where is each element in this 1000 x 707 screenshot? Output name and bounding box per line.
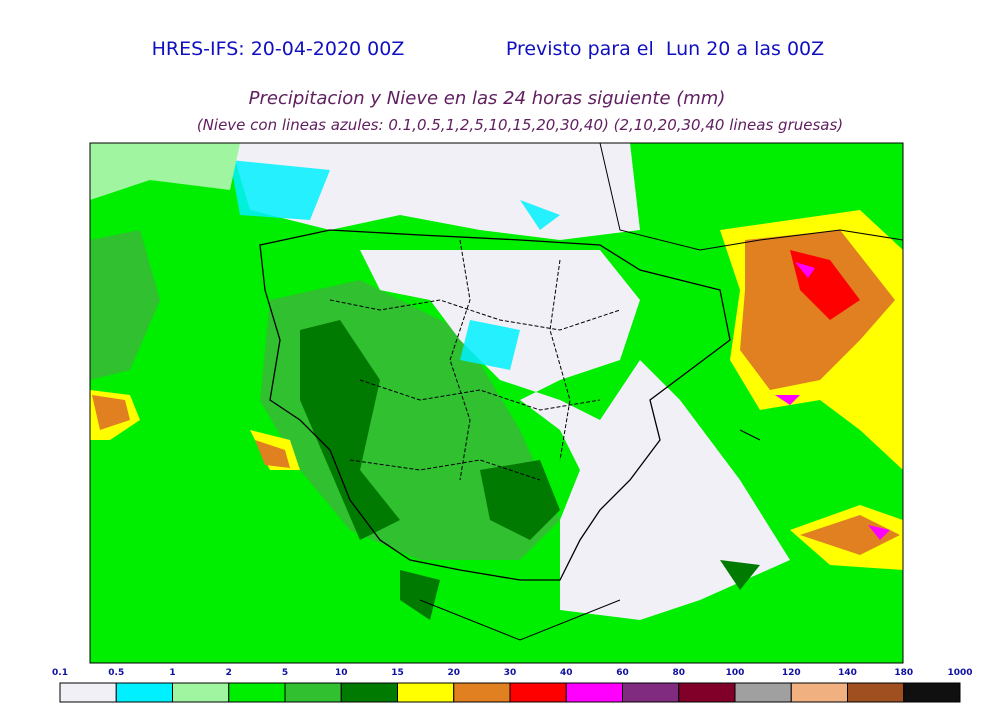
legend-swatch	[565, 682, 623, 703]
legend-tick-label: 10	[335, 668, 348, 678]
legend-tick-label: 80	[672, 668, 685, 678]
legend-swatch	[903, 682, 961, 703]
legend-swatch	[59, 682, 117, 703]
model-run: HRES-IFS: 20-04-2020 00Z	[152, 38, 405, 60]
legend-tick-label: 20	[447, 668, 460, 678]
subtitle: (Nieve con lineas azules: 0.1,0.5,1,2,5,…	[197, 116, 843, 134]
valid-for: Previsto para el Lun 20 a las 00Z	[506, 38, 824, 60]
map	[89, 142, 904, 664]
legend-tick-label: 60	[616, 668, 629, 678]
legend-tick-label: 5	[282, 668, 288, 678]
legend-tick-label: 100	[726, 668, 745, 678]
legend-swatch	[284, 682, 342, 703]
legend-swatch	[115, 682, 173, 703]
legend-swatch	[172, 682, 230, 703]
title: Precipitacion y Nieve en las 24 horas si…	[249, 88, 726, 109]
legend-tick-label: 15	[391, 668, 404, 678]
legend-tick-label: 1000	[947, 668, 972, 678]
legend-swatch	[228, 682, 286, 703]
legend-tick-label: 180	[894, 668, 913, 678]
legend-tick-label: 120	[782, 668, 801, 678]
legend-swatch	[340, 682, 398, 703]
legend-swatch	[734, 682, 792, 703]
legend-swatch	[790, 682, 848, 703]
legend-swatch	[509, 682, 567, 703]
legend-swatch	[622, 682, 680, 703]
legend-tick-label: 0.5	[108, 668, 124, 678]
legend-tick-label: 0.1	[52, 668, 68, 678]
legend-tick-label: 1	[169, 668, 175, 678]
legend-tick-label: 40	[560, 668, 573, 678]
legend-tick-label: 140	[838, 668, 857, 678]
legend-swatch	[847, 682, 905, 703]
legend: 0.1 0.5 1 2 5 10 15 20 30 40 60 80 100 120 140 180 1000	[52, 668, 973, 703]
legend-swatch	[678, 682, 736, 703]
legend-tick-label: 30	[504, 668, 517, 678]
legend-swatch	[453, 682, 511, 703]
legend-swatch	[397, 682, 455, 703]
legend-tick-label: 2	[226, 668, 232, 678]
